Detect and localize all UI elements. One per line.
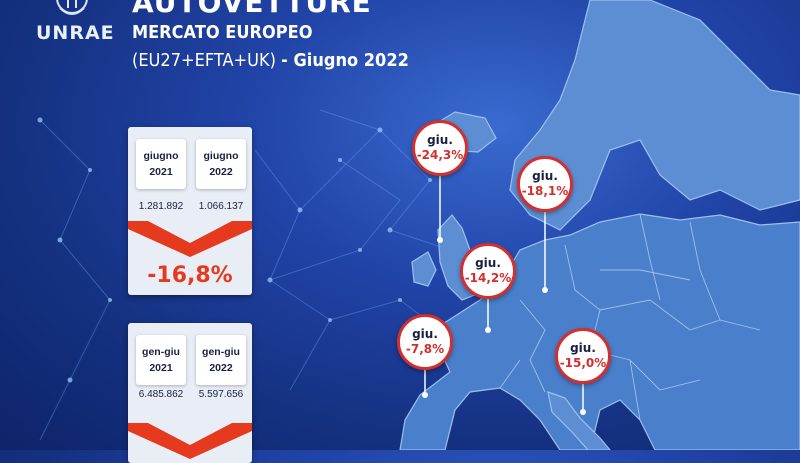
scope-text: (EU27+EFTA+UK) bbox=[132, 50, 276, 71]
monthly-comparison-card: giugno 2021 giugno 2022 1.281.892 1.066.… bbox=[128, 127, 252, 295]
marker-uk-label: giu. bbox=[427, 133, 453, 147]
monthly-change: -16,8% bbox=[147, 263, 233, 288]
month-2022-year: 2022 bbox=[209, 166, 233, 178]
ytd-2022-year: 2022 bbox=[209, 362, 233, 374]
marker-spain-label: giu. bbox=[412, 327, 438, 341]
marker-france-value: -14,2% bbox=[464, 271, 512, 285]
page-title: AUTOVETTURE bbox=[132, 0, 372, 19]
logo-text: UNRAE bbox=[36, 22, 115, 44]
ytd-comparison-card: gen-giu 2021 gen-giu 2022 6.485.862 5.59… bbox=[128, 323, 252, 463]
marker-germany-value: -18,1% bbox=[521, 184, 569, 198]
marker-italy-label: giu. bbox=[570, 341, 596, 355]
marker-france: giu. -14,2% bbox=[460, 243, 516, 299]
month-2022-value: 1.066.137 bbox=[198, 201, 244, 212]
page-scope: (EU27+EFTA+UK) - Giugno 2022 bbox=[132, 50, 409, 71]
month-2021-label: giugno bbox=[143, 150, 179, 162]
marker-italy-value: -15,0% bbox=[559, 356, 607, 370]
ytd-2022-label: gen-giu bbox=[202, 346, 240, 358]
marker-germany: giu. -18,1% bbox=[517, 156, 573, 212]
europe-map-background bbox=[37, 0, 800, 450]
month-2022-label: giugno bbox=[203, 150, 239, 162]
down-arrow-icon bbox=[128, 423, 252, 459]
month-2022-header: giugno 2022 bbox=[196, 139, 246, 189]
ytd-2021-year: 2021 bbox=[149, 362, 173, 374]
month-2021-year: 2021 bbox=[149, 166, 173, 178]
marker-uk-value: -24,3% bbox=[416, 148, 464, 162]
marker-spain: giu. -7,8% bbox=[397, 314, 453, 370]
marker-france-label: giu. bbox=[475, 256, 501, 270]
ytd-2021-value: 6.485.862 bbox=[138, 389, 184, 400]
ytd-2021-header: gen-giu 2021 bbox=[136, 335, 186, 385]
ytd-2022-value: 5.597.656 bbox=[198, 389, 244, 400]
page-subtitle: MERCATO EUROPEO bbox=[132, 22, 313, 43]
down-arrow-icon bbox=[128, 221, 252, 257]
ytd-2021-label: gen-giu bbox=[142, 346, 180, 358]
month-2021-header: giugno 2021 bbox=[136, 139, 186, 189]
marker-spain-value: -7,8% bbox=[405, 342, 445, 356]
unrae-logo bbox=[56, 0, 88, 15]
ytd-2022-header: gen-giu 2022 bbox=[196, 335, 246, 385]
marker-germany-label: giu. bbox=[532, 169, 558, 183]
period-text: - Giugno 2022 bbox=[281, 50, 409, 71]
marker-uk: giu. -24,3% bbox=[412, 120, 468, 176]
month-2021-value: 1.281.892 bbox=[138, 201, 184, 212]
marker-italy: giu. -15,0% bbox=[555, 328, 611, 384]
